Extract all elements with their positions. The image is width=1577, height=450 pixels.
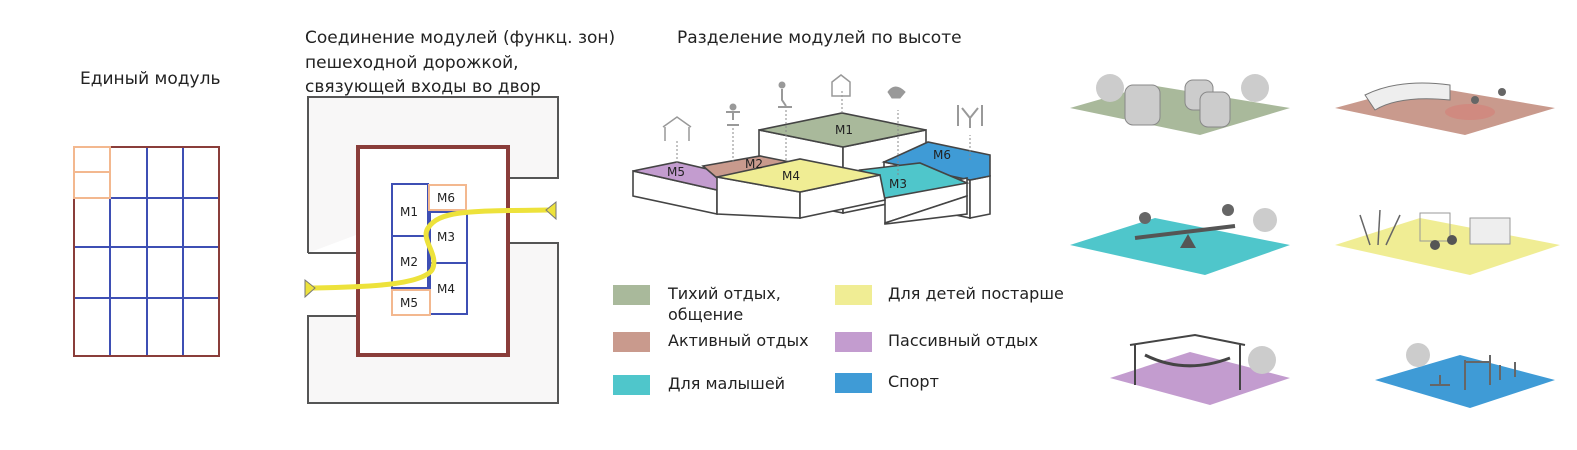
- illustration-toddlers: [1070, 204, 1290, 275]
- iso-label-m6: M6: [933, 148, 951, 162]
- label-m4: M4: [437, 282, 455, 296]
- module-m4: [429, 262, 468, 315]
- single-module-grid: [73, 146, 220, 357]
- rocking-horse-icon: [887, 86, 906, 99]
- balance-icon: [729, 103, 737, 111]
- title-height-division: Разделение модулей по высоте: [677, 28, 962, 48]
- iso-label-m1: M1: [835, 123, 853, 137]
- legend-swatch-passive: [835, 332, 872, 352]
- legend-swatch-quiet: [613, 285, 650, 305]
- orange-cell: [73, 171, 111, 199]
- legend-swatch-older-kids: [835, 285, 872, 305]
- module-m4-top: [716, 158, 881, 193]
- title-single-module: Единый модуль: [80, 69, 220, 89]
- legend-swatch-toddlers: [613, 375, 650, 395]
- zone-illustrations: [1070, 74, 1560, 408]
- legend-label-older-kids: Для детей постарше: [888, 284, 1064, 303]
- iso-label-m5: M5: [667, 165, 685, 179]
- iso-label-m2: M2: [745, 157, 763, 171]
- isometric-modules: [632, 90, 991, 225]
- legend-swatch-active: [613, 332, 650, 352]
- orange-cell: [73, 146, 111, 173]
- illustration-older-kids: [1335, 209, 1560, 275]
- legend-label-toddlers: Для малышей: [668, 374, 785, 393]
- scooter-icon: [778, 81, 786, 89]
- isometric-icons: [662, 74, 983, 141]
- title-connection-1: Соединение модулей (функц. зон): [305, 28, 615, 48]
- courtyard-plan: M1 M2 M3 M4 M5 M6: [304, 96, 559, 404]
- gazebo-icon: [831, 74, 851, 97]
- label-m6: M6: [437, 191, 455, 205]
- entrance-west-marker: [304, 278, 316, 299]
- iso-label-m3: M3: [889, 177, 907, 191]
- module-m1-top: [758, 112, 927, 148]
- legend-label-quiet-2: общение: [668, 305, 743, 324]
- entrance-east-marker: [545, 200, 557, 221]
- legend-label-passive: Пассивный отдых: [888, 331, 1038, 350]
- module-m6: [428, 184, 467, 211]
- title-connection-3: связующей входы во двор: [305, 77, 541, 97]
- label-m5: M5: [400, 296, 418, 310]
- illustration-quiet: [1070, 74, 1290, 135]
- label-m3: M3: [437, 230, 455, 244]
- module-m6-top: [881, 141, 991, 181]
- title-connection-2: пешеходной дорожкой,: [305, 53, 519, 73]
- iso-label-m4: M4: [782, 169, 800, 183]
- workout-icon: [957, 105, 983, 128]
- pedestrian-path: [311, 207, 549, 291]
- label-m1: M1: [400, 205, 418, 219]
- hammock-icon: [662, 116, 692, 141]
- legend-label-quiet: Тихий отдых,: [667, 284, 781, 303]
- legend-swatch-sport: [835, 373, 872, 393]
- module-m5: [391, 289, 431, 316]
- illustration-sport: [1375, 343, 1555, 408]
- label-m2: M2: [400, 255, 418, 269]
- legend: Тихий отдых, общение Активный отдых Для …: [613, 284, 1064, 395]
- legend-label-sport: Спорт: [888, 372, 939, 391]
- legend-label-active: Активный отдых: [668, 331, 809, 350]
- illustration-active: [1335, 82, 1555, 135]
- illustration-passive: [1110, 333, 1290, 405]
